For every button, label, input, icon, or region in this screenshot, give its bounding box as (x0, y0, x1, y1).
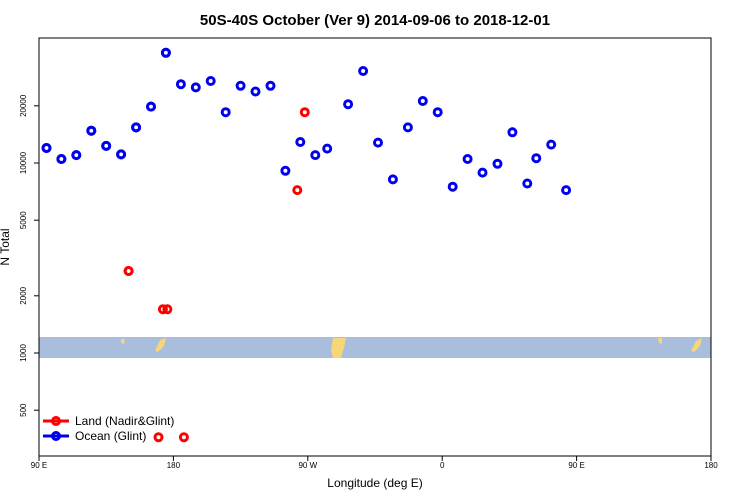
ocean-data-point (205, 76, 216, 86)
ocean-data-point (101, 140, 112, 151)
ocean-data-point (432, 107, 443, 118)
ocean-data-point (447, 181, 458, 192)
legend-ocean-marker (51, 431, 61, 441)
ocean-data-point (507, 127, 518, 138)
data-points (41, 47, 572, 443)
ocean-data-point (417, 96, 428, 106)
y-tick-label: 20000 (19, 94, 28, 117)
map-land-patch (331, 338, 346, 358)
ocean-data-point (358, 66, 369, 76)
ocean-data-point (310, 150, 321, 161)
ocean-data-point (41, 143, 52, 153)
land-data-point (299, 107, 310, 118)
land-data-point (123, 266, 134, 276)
y-tick-label: 1000 (19, 344, 28, 362)
ocean-data-point (265, 80, 276, 91)
ocean-data-point (295, 137, 306, 147)
ocean-data-point (116, 149, 127, 160)
ocean-data-point (561, 185, 572, 196)
y-tick-label: 2000 (19, 286, 28, 304)
ocean-data-point (131, 122, 142, 133)
ocean-data-point (522, 178, 533, 189)
map-land-patch (121, 339, 125, 344)
ocean-data-point (146, 101, 156, 112)
ocean-data-point (56, 154, 67, 164)
map-land-patch (691, 338, 702, 352)
ocean-data-point (387, 174, 398, 185)
ocean-data-point (160, 47, 171, 58)
legend: Land (Nadir&Glint) Ocean (Glint) (43, 414, 174, 443)
ocean-data-point (322, 143, 333, 154)
land-data-point (162, 304, 173, 315)
ocean-data-point (280, 165, 291, 176)
ocean-data-point (546, 139, 557, 150)
x-axis: 90 E 180 90 W 0 90 E 180 (31, 456, 718, 470)
map-land-patch (658, 338, 662, 344)
ocean-data-point (235, 80, 246, 91)
ocean-data-point (373, 137, 383, 148)
ocean-data-point (477, 167, 488, 178)
ocean-data-point (71, 150, 82, 161)
map-strip (39, 337, 711, 358)
y-axis: 500 1000 2000 5000 10000 20000 (19, 94, 39, 417)
ocean-data-point (343, 99, 354, 110)
x-tick-label: 180 (704, 461, 718, 470)
land-data-point (157, 304, 168, 315)
ocean-data-point (402, 122, 413, 133)
plot-frame (38, 37, 712, 457)
map-land-patch (155, 338, 166, 352)
x-tick-label: 90 E (568, 461, 584, 470)
y-tick-label: 500 (19, 403, 28, 417)
y-axis-label: N Total (0, 228, 12, 265)
x-tick-label: 90 W (298, 461, 317, 470)
x-axis-label: Longitude (deg E) (327, 476, 422, 490)
land-data-point (292, 185, 303, 196)
ocean-data-point (175, 79, 186, 90)
legend-ocean-label: Ocean (Glint) (75, 429, 146, 443)
x-tick-label: 180 (167, 461, 181, 470)
map-ocean-band (39, 337, 711, 358)
ocean-data-point (190, 82, 201, 93)
y-tick-label: 10000 (19, 151, 28, 174)
x-tick-label: 90 E (31, 461, 47, 470)
land-data-point (178, 432, 189, 443)
ocean-data-point (220, 107, 231, 118)
y-tick-label: 5000 (19, 211, 28, 229)
ocean-data-point (250, 86, 261, 97)
x-tick-label: 0 (440, 461, 445, 470)
ocean-data-point (86, 125, 97, 136)
ocean-data-point (531, 153, 542, 164)
chart-title: 50S-40S October (Ver 9) 2014-09-06 to 20… (200, 12, 550, 29)
legend-land-marker (51, 416, 61, 426)
ocean-data-point (492, 158, 503, 169)
legend-land-label: Land (Nadir&Glint) (75, 414, 174, 428)
ocean-data-point (462, 154, 473, 164)
land-data-point (153, 432, 164, 443)
